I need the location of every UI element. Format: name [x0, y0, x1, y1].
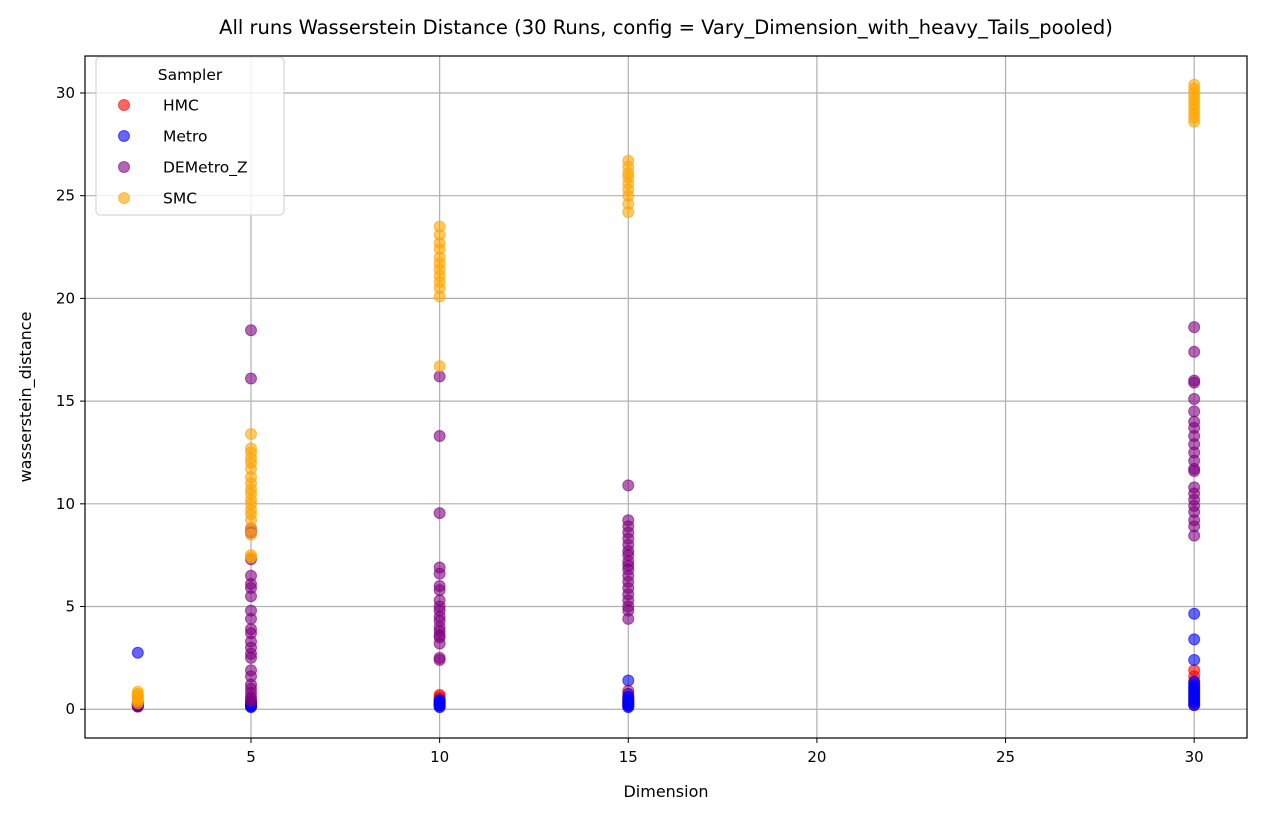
data-point: [245, 427, 257, 440]
y-tick-label: 0: [65, 700, 75, 718]
legend: Sampler HMC Metro DEMetro_Z SMC: [95, 56, 285, 216]
legend-marker: [118, 161, 130, 173]
data-point: [622, 612, 635, 625]
y-tick-label: 10: [56, 495, 75, 513]
x-tick-label: 5: [246, 748, 256, 766]
data-point: [245, 372, 257, 385]
data-point: [131, 685, 144, 698]
data-point: [245, 528, 257, 541]
legend-label: HMC: [163, 97, 199, 115]
data-point: [622, 674, 635, 687]
y-tick-label: 30: [56, 84, 75, 102]
data-point: [245, 590, 257, 603]
data-point: [245, 651, 257, 664]
legend-title: Sampler: [158, 66, 223, 84]
data-point: [622, 206, 635, 219]
data-point: [1188, 321, 1201, 334]
data-points: [131, 78, 1201, 714]
y-tick-label: 5: [65, 598, 75, 616]
data-point: [1188, 464, 1201, 477]
series-hmc: [131, 664, 1201, 713]
legend-label: DEMetro_Z: [163, 159, 248, 178]
data-point: [1188, 376, 1201, 389]
data-point: [245, 551, 257, 564]
x-tick-label: 15: [619, 748, 638, 766]
series-smc: [131, 78, 1201, 710]
data-point: [433, 430, 446, 443]
data-point: [1188, 633, 1201, 646]
data-point: [1188, 607, 1201, 620]
x-axis-ticks: 5 10 15 20 25 30: [246, 738, 1204, 766]
data-point: [1188, 653, 1201, 666]
data-point: [1188, 405, 1201, 418]
series-demetro-z: [131, 321, 1201, 712]
data-point: [245, 695, 257, 708]
series-metro: [131, 607, 1201, 714]
x-tick-label: 30: [1185, 748, 1204, 766]
data-point: [433, 507, 446, 520]
data-point: [1188, 345, 1201, 358]
data-point: [433, 653, 446, 666]
x-axis-label: Dimension: [623, 782, 708, 801]
data-point: [1188, 675, 1201, 688]
data-point: [433, 370, 446, 383]
legend-items: HMC Metro DEMetro_Z SMC: [118, 97, 248, 208]
data-point: [245, 612, 257, 625]
data-point: [433, 693, 446, 706]
data-point: [1188, 115, 1201, 128]
data-point: [622, 479, 635, 492]
data-point: [131, 646, 144, 659]
x-tick-label: 20: [807, 748, 826, 766]
chart-title: All runs Wasserstein Distance (30 Runs, …: [219, 16, 1113, 39]
y-tick-label: 25: [56, 187, 75, 205]
legend-marker: [118, 192, 130, 204]
x-tick-label: 10: [430, 748, 449, 766]
legend-box: [95, 56, 285, 216]
data-point: [433, 637, 446, 650]
legend-label: SMC: [163, 190, 197, 208]
data-point: [433, 584, 446, 597]
data-point: [1188, 393, 1201, 406]
data-point: [245, 324, 257, 337]
y-tick-label: 20: [56, 289, 75, 307]
data-point: [433, 567, 446, 580]
data-point: [433, 290, 446, 303]
data-point: [1188, 664, 1201, 677]
legend-label: Metro: [163, 128, 208, 146]
legend-marker: [118, 130, 130, 142]
y-axis-ticks: 0 5 10 15 20 25 30: [56, 84, 85, 718]
y-tick-label: 15: [56, 392, 75, 410]
legend-marker: [118, 99, 130, 111]
y-axis-label: wasserstein_distance: [16, 312, 36, 483]
x-tick-label: 25: [996, 748, 1015, 766]
plot-area-frame: [84, 55, 1248, 739]
data-point: [622, 687, 635, 700]
data-point: [433, 360, 446, 373]
data-point: [1188, 529, 1201, 542]
